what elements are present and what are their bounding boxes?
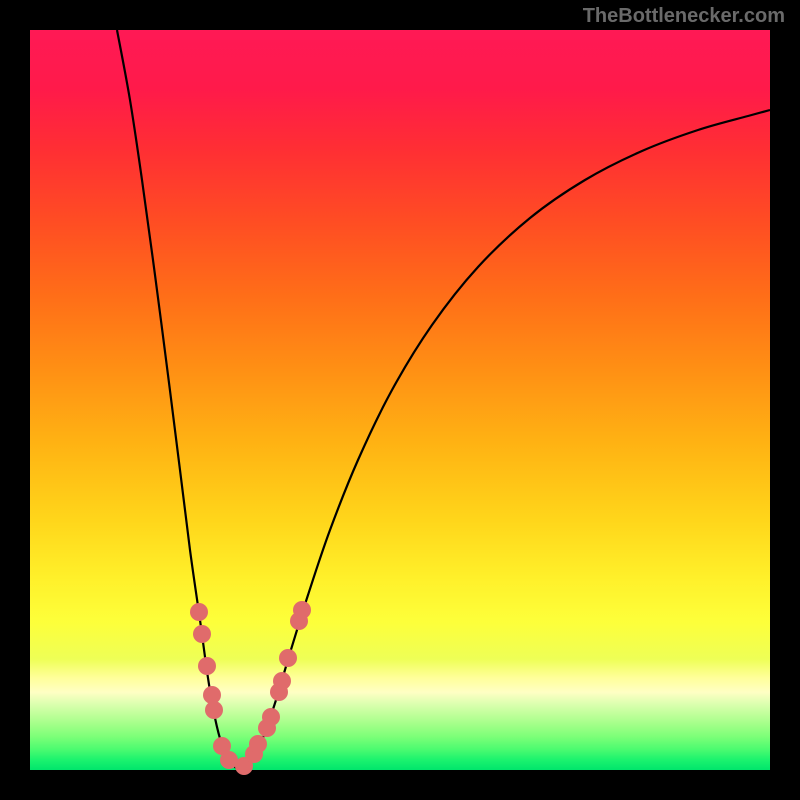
watermark-text: TheBottlenecker.com [583, 5, 785, 28]
data-dot [205, 701, 223, 719]
bottleneck-curve [117, 30, 770, 770]
curve-layer [30, 30, 770, 770]
plot-area [30, 30, 770, 770]
data-dot [273, 672, 291, 690]
chart-root: TheBottlenecker.com [0, 0, 800, 800]
data-dot [198, 657, 216, 675]
data-dot [293, 601, 311, 619]
data-dot [262, 708, 280, 726]
data-dot [279, 649, 297, 667]
data-dots [190, 601, 311, 775]
data-dot [190, 603, 208, 621]
data-dot [193, 625, 211, 643]
data-dot [249, 735, 267, 753]
